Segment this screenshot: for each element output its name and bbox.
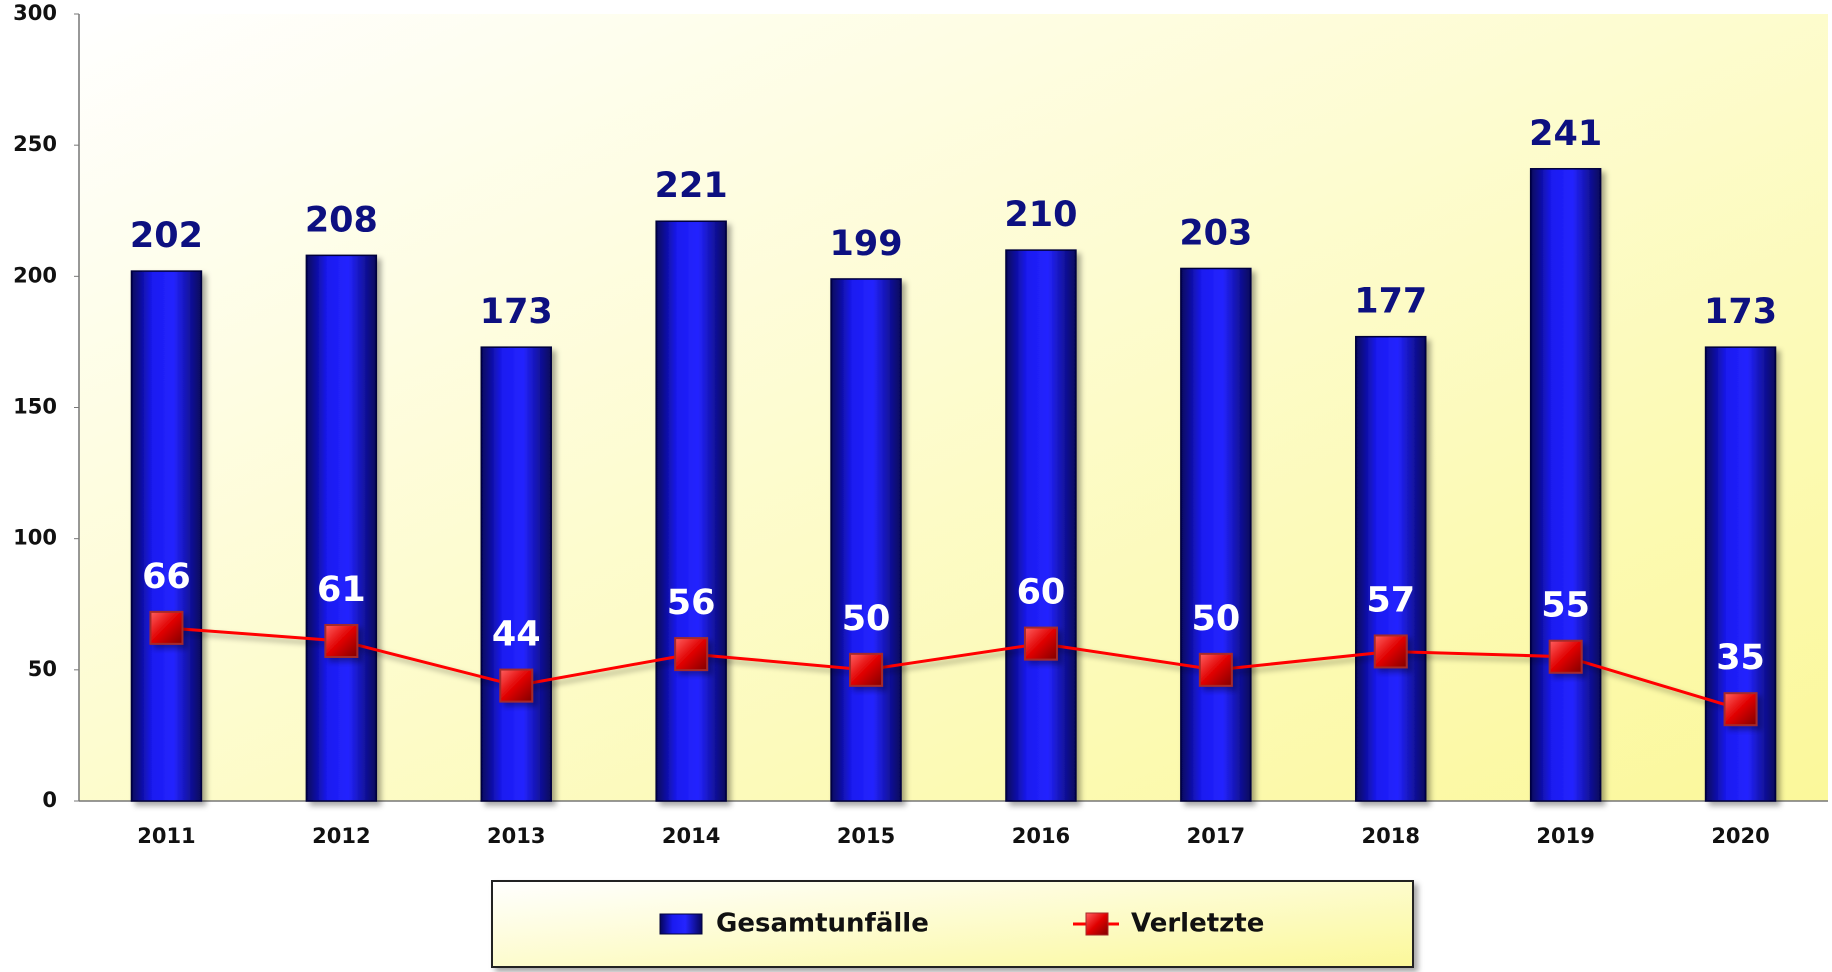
x-tick-label: 2017 bbox=[1187, 824, 1245, 848]
legend-label: Verletzte bbox=[1131, 909, 1264, 939]
data-label: 50 bbox=[842, 599, 891, 639]
data-label: 61 bbox=[317, 570, 366, 610]
data-label: 55 bbox=[1541, 586, 1590, 626]
bar bbox=[130, 270, 203, 802]
bar bbox=[480, 346, 552, 802]
data-label: 241 bbox=[1529, 114, 1602, 154]
x-tick-label: 2019 bbox=[1536, 824, 1594, 848]
data-label: 203 bbox=[1179, 213, 1252, 253]
bar bbox=[1180, 267, 1252, 802]
data-label: 35 bbox=[1716, 638, 1765, 678]
x-tick-label: 2012 bbox=[312, 824, 370, 848]
y-tick-label: 150 bbox=[13, 395, 57, 419]
marker bbox=[1373, 634, 1408, 669]
bar bbox=[655, 220, 727, 802]
data-label: 66 bbox=[142, 557, 191, 597]
legend-swatch bbox=[659, 913, 703, 935]
marker bbox=[1723, 692, 1758, 727]
x-tick-label: 2020 bbox=[1711, 824, 1769, 848]
legend bbox=[491, 880, 1414, 968]
x-tick-label: 2013 bbox=[487, 824, 545, 848]
data-label: 210 bbox=[1004, 195, 1077, 235]
x-tick-label: 2016 bbox=[1012, 824, 1070, 848]
x-tick-label: 2011 bbox=[137, 824, 195, 848]
data-label: 44 bbox=[492, 615, 541, 655]
legend-swatch bbox=[1085, 912, 1109, 936]
data-label: 208 bbox=[305, 200, 378, 240]
data-label: 57 bbox=[1366, 580, 1415, 620]
x-tick-label: 2018 bbox=[1362, 824, 1420, 848]
y-tick-label: 300 bbox=[13, 1, 57, 25]
data-label: 56 bbox=[667, 583, 716, 623]
bar bbox=[1355, 335, 1427, 802]
data-label: 60 bbox=[1017, 573, 1066, 613]
line bbox=[166, 626, 1741, 711]
y-tick-label: 100 bbox=[13, 526, 57, 550]
data-label: 202 bbox=[130, 216, 203, 256]
marker bbox=[499, 668, 534, 703]
legend-label: Gesamtunfälle bbox=[716, 909, 929, 939]
x-tick-label: 2014 bbox=[662, 824, 720, 848]
bar bbox=[305, 254, 378, 802]
data-label: 173 bbox=[1704, 292, 1777, 332]
data-label: 221 bbox=[655, 166, 728, 206]
marker bbox=[1198, 652, 1233, 687]
data-label: 177 bbox=[1354, 282, 1427, 322]
data-label: 173 bbox=[480, 292, 553, 332]
x-tick-label: 2015 bbox=[837, 824, 895, 848]
bar bbox=[1704, 346, 1777, 802]
marker bbox=[324, 623, 359, 658]
data-label: 50 bbox=[1191, 599, 1240, 639]
y-tick-label: 0 bbox=[42, 788, 57, 812]
y-tick-label: 200 bbox=[13, 263, 57, 287]
y-tick-label: 250 bbox=[13, 132, 57, 156]
marker bbox=[1023, 626, 1058, 661]
y-tick-label: 50 bbox=[28, 657, 57, 681]
bar bbox=[1529, 168, 1602, 802]
marker bbox=[849, 652, 884, 687]
marker bbox=[149, 610, 184, 645]
data-label: 199 bbox=[830, 224, 903, 264]
marker bbox=[674, 637, 709, 672]
marker bbox=[1548, 639, 1583, 674]
bar bbox=[1005, 249, 1077, 802]
bar bbox=[830, 278, 902, 802]
